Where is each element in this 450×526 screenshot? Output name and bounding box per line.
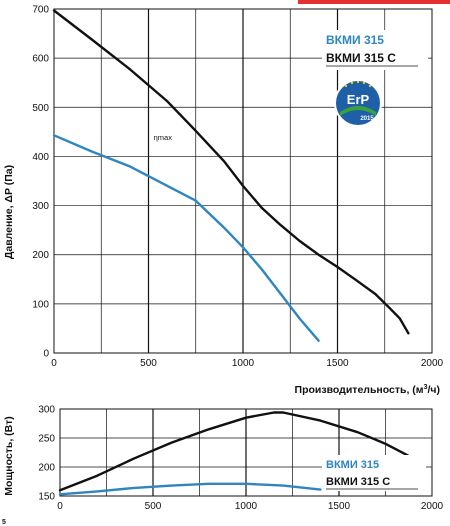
pressure-legend-blue: ВКМИ 315: [326, 33, 384, 47]
power-series-line-vkmi-315c: [58, 411, 409, 492]
power-legend-black: ВКМИ 315 С: [326, 476, 390, 488]
power-series-line-vkmi-315: [58, 482, 322, 496]
pressure-y-ticks: 0 100 200 300 400 500 600 700: [32, 5, 49, 360]
pressure-x-ticks: 0 500 1000 1500 2000: [51, 358, 443, 369]
power-x-tick-label: 500: [145, 501, 162, 512]
pressure-y-tick-label: 600: [32, 54, 49, 65]
pressure-legend-black: ВКМИ 315 С: [326, 51, 396, 65]
pressure-series: [52, 9, 410, 342]
power-y-tick-label: 300: [38, 405, 55, 416]
top-accent-bar: [298, 0, 450, 4]
pressure-y-axis-label: Давление, ΔP (Па): [3, 165, 15, 259]
erp-badge-icon: ErP 2015: [334, 79, 382, 127]
power-y-tick-label: 250: [38, 434, 55, 445]
pressure-x-tick-label: 1500: [326, 358, 349, 369]
power-x-tick-label: 0: [57, 501, 63, 512]
power-x-tick-label: 1000: [235, 501, 258, 512]
power-y-axis-label: Мощность, (Вт): [3, 416, 15, 496]
power-chart: 150 200 250 300 0 500 1000 1500 2000 Мощность, …: [3, 405, 444, 513]
power-y-ticks: 150 200 250 300: [38, 405, 55, 503]
pressure-x-tick-label: 0: [51, 358, 57, 369]
pressure-x-tick-label: 500: [140, 358, 157, 369]
pressure-x-tick-label: 2000: [421, 358, 444, 369]
pressure-y-tick-label: 0: [43, 349, 49, 360]
pressure-y-tick-label: 400: [32, 152, 49, 163]
pressure-x-axis-label: Производительность, (м3/ч): [295, 384, 440, 396]
erp-badge-text: ErP: [347, 92, 370, 107]
page-number: 5: [2, 519, 6, 526]
pressure-series-line-vkmi-315c: [52, 9, 410, 335]
pressure-y-tick-label: 700: [32, 5, 49, 16]
power-legend-blue: ВКМИ 315: [326, 459, 379, 471]
pressure-y-tick-label: 300: [32, 201, 49, 212]
power-y-tick-label: 150: [38, 492, 55, 503]
power-y-tick-label: 200: [38, 463, 55, 474]
pressure-x-tick-label: 1000: [232, 358, 255, 369]
power-legend-background: [322, 455, 426, 491]
eta-max-annotation: ηmax: [154, 133, 173, 142]
pressure-y-tick-label: 500: [32, 103, 49, 114]
erp-badge-year: 2015: [360, 116, 374, 122]
power-x-tick-label: 1500: [328, 501, 351, 512]
power-x-tick-label: 2000: [421, 501, 444, 512]
power-series: [58, 411, 409, 496]
pressure-y-tick-label: 100: [32, 299, 49, 310]
pressure-legend-background: [322, 30, 428, 70]
power-x-ticks: 0 500 1000 1500 2000: [57, 501, 443, 512]
pressure-series-line-vkmi-315: [52, 134, 320, 342]
pressure-y-tick-label: 200: [32, 250, 49, 261]
